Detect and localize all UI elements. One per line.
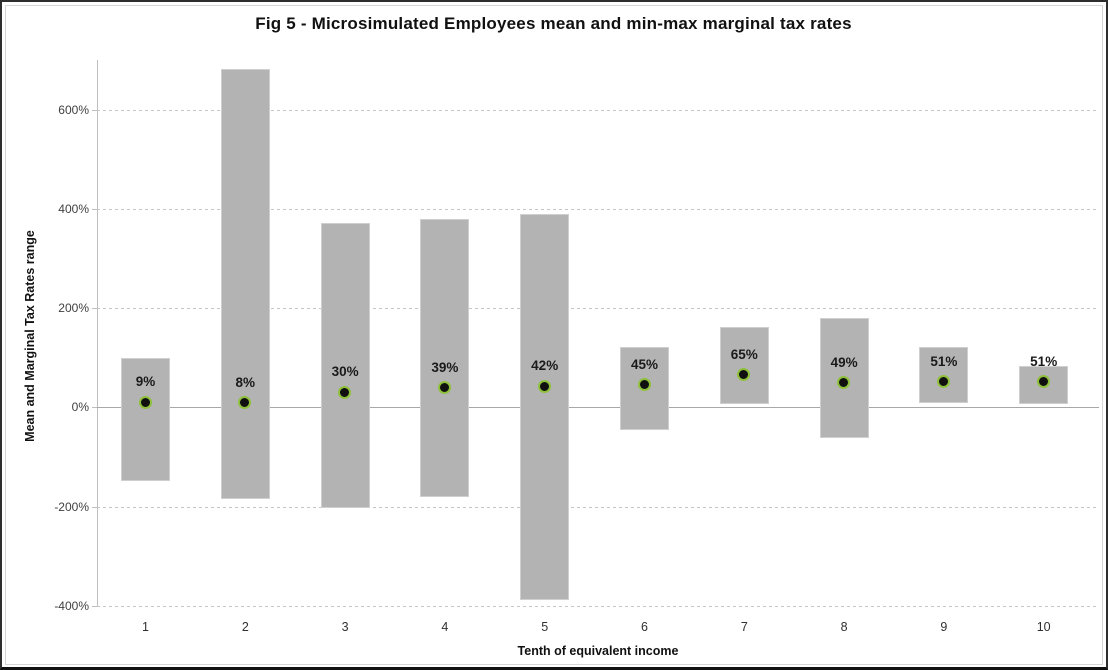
mean-value-label: 42% xyxy=(531,358,559,374)
range-bar-decile-3 xyxy=(320,223,370,508)
x-tick-label: 6 xyxy=(641,620,648,634)
x-axis-title: Tenth of equivalent income xyxy=(517,644,679,658)
mean-dot-decile-10 xyxy=(1036,375,1050,389)
mean-dot-decile-7 xyxy=(737,368,751,382)
y-tick-mark xyxy=(92,109,97,111)
mean-value-label: 9% xyxy=(135,374,156,390)
x-tick-label: 2 xyxy=(241,620,249,634)
chart-border xyxy=(5,5,1103,665)
y-tick-mark xyxy=(92,208,97,210)
y-tick-mark xyxy=(92,606,97,607)
y-axis-line xyxy=(97,60,98,606)
x-tick-label: 8 xyxy=(840,620,848,634)
range-bar-decile-2 xyxy=(220,68,270,500)
y-tick-label: -200% xyxy=(54,499,89,514)
mean-dot-decile-4 xyxy=(437,381,451,395)
y-axis-title: Mean and Marginal Tax Rates range xyxy=(23,230,37,442)
x-tick-label: 10 xyxy=(1036,620,1051,634)
chart-title: Fig 5 - Microsimulated Employees mean an… xyxy=(255,14,852,33)
mean-dot-decile-1 xyxy=(138,395,152,409)
range-bar-decile-5 xyxy=(520,213,570,601)
y-tick-mark xyxy=(92,506,97,508)
range-bar-decile-1 xyxy=(121,357,170,481)
x-tick-label: 5 xyxy=(541,620,549,634)
x-tick-label: 4 xyxy=(441,620,449,634)
gridline-200% xyxy=(97,308,1099,310)
y-tick-label: 600% xyxy=(58,102,89,117)
range-bar-decile-4 xyxy=(420,218,470,497)
mean-dot-decile-5 xyxy=(537,379,551,393)
mean-value-label: 45% xyxy=(630,356,659,372)
x-tick-label: 3 xyxy=(341,620,349,634)
range-bar-decile-7 xyxy=(719,327,769,405)
y-tick-label: -400% xyxy=(54,599,89,613)
y-tick-mark xyxy=(92,308,97,310)
gridline--200% xyxy=(97,506,1099,508)
gridline-400% xyxy=(97,208,1099,210)
plot-area: 9% 8% 30% 39% 42% 45% 65% 49% 51% 51% xyxy=(97,60,1099,607)
y-tick-mark xyxy=(92,407,97,409)
mean-value-label: 30% xyxy=(331,364,359,380)
x-tick-label: 1 xyxy=(142,620,149,634)
gridline--400% xyxy=(97,606,1099,607)
mean-value-label: 51% xyxy=(930,353,958,369)
gridline-0% xyxy=(97,407,1099,409)
mean-dot-decile-2 xyxy=(238,396,252,410)
mean-dot-decile-6 xyxy=(637,378,651,392)
y-tick-label: 400% xyxy=(58,201,89,216)
y-tick-label: 200% xyxy=(58,301,89,316)
mean-dot-decile-3 xyxy=(338,385,352,399)
mean-value-label: 39% xyxy=(431,359,459,375)
x-tick-label: 7 xyxy=(740,620,748,634)
mean-value-label: 49% xyxy=(830,354,858,370)
mean-value-label: 51% xyxy=(1030,353,1058,369)
x-tick-label: 9 xyxy=(940,620,948,634)
gridline-600% xyxy=(97,109,1099,111)
y-tick-label: 0% xyxy=(71,400,89,415)
mean-value-label: 8% xyxy=(235,374,256,390)
mean-value-label: 65% xyxy=(730,346,758,362)
mean-dot-decile-8 xyxy=(837,376,851,390)
mean-dot-decile-9 xyxy=(936,375,950,389)
